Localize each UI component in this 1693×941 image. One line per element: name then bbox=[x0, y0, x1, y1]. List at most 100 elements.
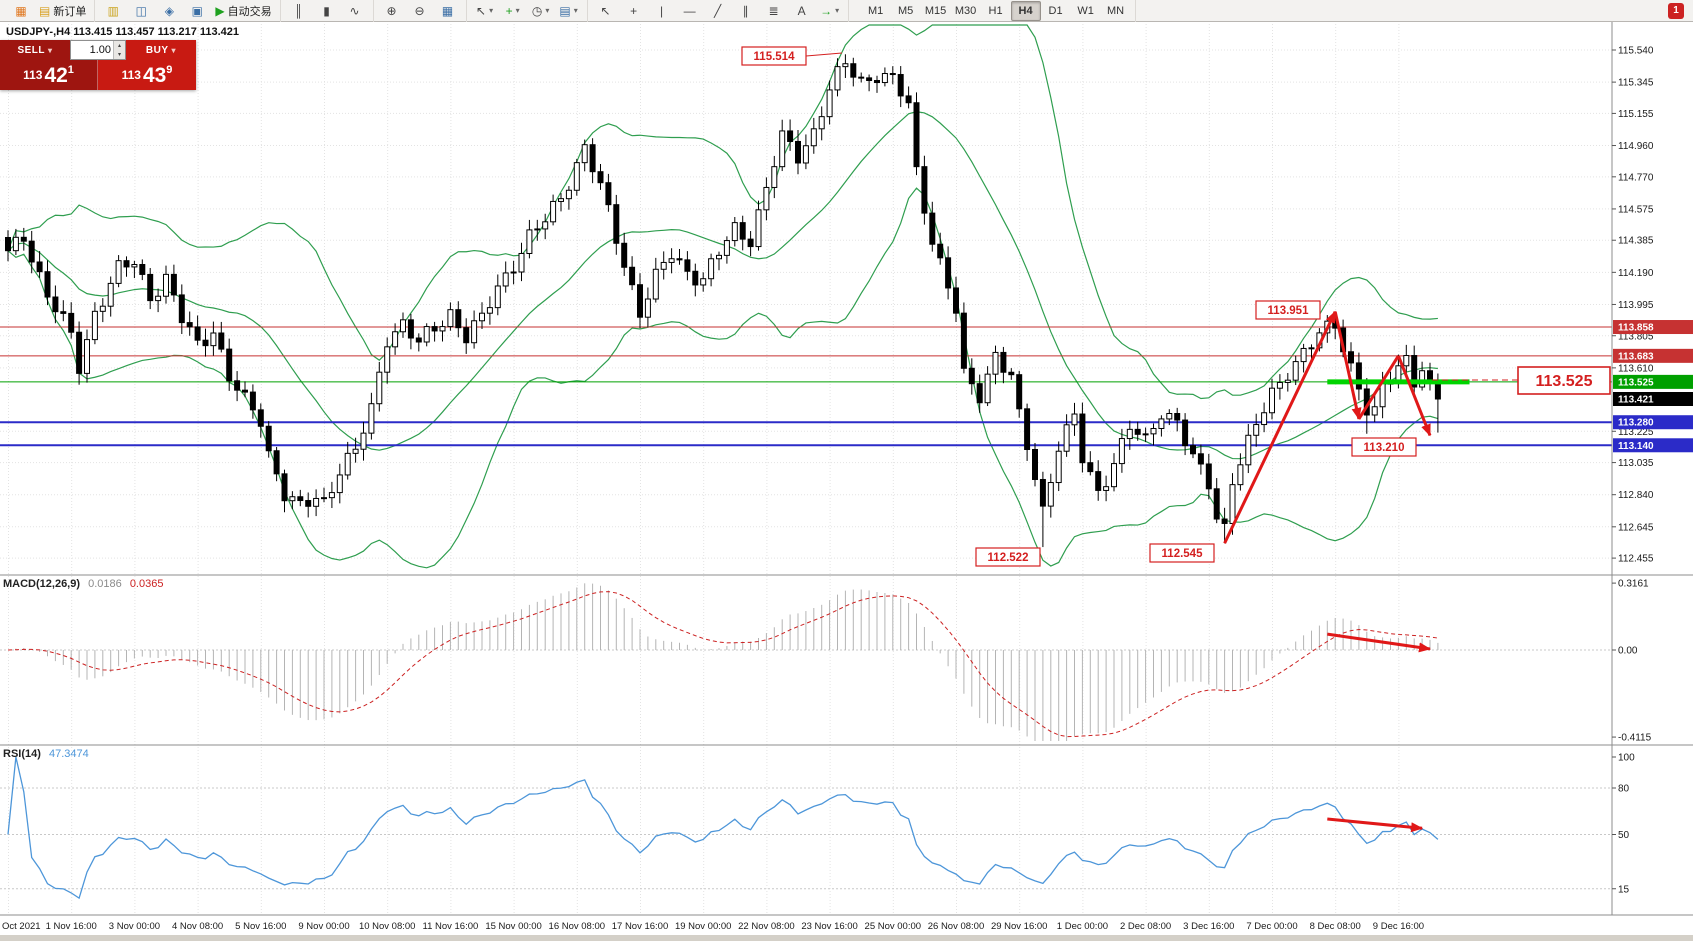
timeframe-m30-button[interactable]: M30 bbox=[954, 4, 977, 17]
pointer-button[interactable]: ↖ bbox=[592, 1, 620, 21]
candle bbox=[1308, 344, 1315, 359]
chart-window-button[interactable]: ▦ bbox=[7, 1, 35, 21]
candle bbox=[1087, 451, 1094, 476]
buy-options-caret-icon[interactable]: ▾ bbox=[171, 45, 177, 55]
price-callout[interactable]: 113.951 bbox=[1255, 300, 1321, 320]
chevron-down-icon[interactable]: ▾ bbox=[515, 6, 520, 15]
volume-up-icon[interactable]: ▴ bbox=[117, 42, 121, 49]
templates-button[interactable]: ▤ ▾ bbox=[555, 1, 583, 21]
buy-button[interactable]: BUY ▾ bbox=[126, 40, 196, 60]
tile-windows-button[interactable]: ▦ bbox=[434, 1, 462, 21]
text-button[interactable]: A bbox=[788, 1, 816, 21]
candle bbox=[621, 232, 628, 276]
terminal-button[interactable]: ▣ bbox=[183, 1, 211, 21]
candle bbox=[107, 276, 114, 317]
bar-chart-button[interactable]: ║ bbox=[285, 1, 313, 21]
candle bbox=[336, 463, 343, 504]
price-level-badge-text: 113.683 bbox=[1618, 351, 1654, 362]
zoom-in-button[interactable]: ⊕ bbox=[378, 1, 406, 21]
price-callout[interactable]: 113.210 bbox=[1351, 437, 1417, 457]
trend-arrow[interactable] bbox=[1357, 355, 1400, 420]
cursor-mode-button[interactable]: ↖ ▾ bbox=[471, 1, 499, 21]
autotrading-button[interactable]: ▶ 自动交易 bbox=[211, 1, 275, 21]
macd-trend-arrow[interactable] bbox=[1327, 632, 1431, 653]
horizontal-line-button[interactable]: — bbox=[676, 1, 704, 21]
price-callout[interactable]: 115.514 bbox=[741, 46, 843, 66]
market-watch-button[interactable]: ▥ bbox=[99, 1, 127, 21]
chevron-down-icon[interactable]: ▾ bbox=[489, 6, 494, 15]
price-tick-label: 114.190 bbox=[1618, 268, 1654, 279]
trend-arrow[interactable] bbox=[1223, 310, 1337, 544]
vertical-line-button[interactable]: | bbox=[648, 1, 676, 21]
rsi-name: RSI(14) bbox=[3, 748, 41, 760]
candle bbox=[1174, 407, 1181, 432]
zoom-out-button[interactable]: ⊖ bbox=[406, 1, 434, 21]
rsi-line bbox=[7, 756, 1439, 900]
market-watch-icon: ▥ bbox=[107, 3, 120, 18]
volume-value[interactable]: 1.00 bbox=[89, 44, 111, 56]
timeframe-d1-button[interactable]: D1 bbox=[1048, 4, 1063, 17]
sell-button[interactable]: SELL ▾ bbox=[0, 40, 70, 60]
candlestick-chart-button[interactable]: ▮ bbox=[313, 1, 341, 21]
alerts-icon[interactable]: 1 bbox=[1668, 2, 1684, 19]
channel-button[interactable]: ∥ bbox=[732, 1, 760, 21]
new-order-button[interactable]: ▤ 新订单 bbox=[35, 1, 90, 21]
autotrading-play-icon: ▶ bbox=[215, 3, 225, 18]
trend-arrow[interactable] bbox=[1397, 355, 1432, 437]
data-window-button[interactable]: ◫ bbox=[127, 1, 155, 21]
trendline-button[interactable]: ╱ bbox=[704, 1, 732, 21]
volume-spinner[interactable]: ▴ ▾ bbox=[113, 41, 125, 59]
date-tick-label: 11 Nov 16:00 bbox=[422, 921, 478, 932]
chevron-down-icon[interactable]: ▾ bbox=[573, 6, 578, 15]
candle bbox=[249, 384, 256, 419]
timeframe-h1-button[interactable]: H1 bbox=[988, 4, 1003, 17]
timeframe-h4-button[interactable]: H4 bbox=[1010, 0, 1041, 21]
buy-price-button[interactable]: 113 43 9 bbox=[98, 60, 196, 90]
timeframe-mn-button[interactable]: MN bbox=[1107, 4, 1125, 17]
fibonacci-button[interactable]: ≣ bbox=[760, 1, 788, 21]
bar-chart-icon: ║ bbox=[294, 3, 303, 18]
timeframe-m15-button[interactable]: M15 bbox=[924, 4, 947, 17]
trend-arrow[interactable] bbox=[1333, 311, 1362, 420]
new-order-icon: ▤ bbox=[39, 3, 51, 18]
timeframe-m5-button[interactable]: M5 bbox=[897, 4, 914, 17]
sell-options-caret-icon[interactable]: ▾ bbox=[48, 45, 53, 55]
navigator-button[interactable]: ◈ bbox=[155, 1, 183, 21]
main-toolbar: ▦ ▤ 新订单 ▥ ◫ ◈ ▣ ▶ 自动交易 ║ ▮ ∿ ⊕ ⊖ ▦ ↖ ▾ + ▾ ◷ ▾ ▤ ▾ ↖ + | — ╱ ∥ ≣ A → ▾ M1… bbox=[0, 0, 1693, 22]
indicators-button[interactable]: + ▾ bbox=[499, 1, 527, 21]
chevron-down-icon[interactable]: ▾ bbox=[835, 6, 840, 15]
timeframe-w1-button[interactable]: W1 bbox=[1077, 4, 1094, 17]
candle bbox=[297, 489, 304, 507]
candle bbox=[565, 186, 572, 210]
volume-input[interactable]: 1.00 ▴ ▾ bbox=[70, 40, 126, 60]
arrows-button[interactable]: → ▾ bbox=[816, 1, 844, 21]
candle bbox=[945, 246, 952, 300]
chevron-down-icon[interactable]: ▾ bbox=[545, 6, 550, 15]
candle bbox=[328, 481, 335, 509]
periods-button[interactable]: ◷ ▾ bbox=[527, 1, 555, 21]
price-callout[interactable]: 112.545 bbox=[1149, 543, 1215, 563]
navigator-icon: ◈ bbox=[164, 3, 174, 18]
candle bbox=[226, 338, 233, 391]
volume-down-icon[interactable]: ▾ bbox=[117, 51, 121, 58]
candle bbox=[5, 230, 11, 262]
timeframe-m1-button[interactable]: M1 bbox=[867, 4, 884, 17]
sell-price-button[interactable]: 113 42 1 bbox=[0, 60, 98, 90]
candle bbox=[881, 67, 888, 87]
zoom-out-icon: ⊖ bbox=[414, 3, 425, 18]
crosshair-button[interactable]: + bbox=[620, 1, 648, 21]
date-tick-label: 26 Nov 08:00 bbox=[928, 921, 985, 932]
candle bbox=[652, 257, 659, 303]
time-axis: Oct 2021 1 Nov 16:00 3 Nov 00:00 4 Nov 08:0… bbox=[2, 921, 1424, 932]
date-tick-label: 8 Dec 08:00 bbox=[1310, 921, 1361, 932]
price-callout[interactable]: 113.525 bbox=[1432, 366, 1612, 395]
line-chart-button[interactable]: ∿ bbox=[341, 1, 369, 21]
date-tick-label: Oct 2021 bbox=[2, 921, 41, 932]
rsi-trend-arrow[interactable] bbox=[1327, 817, 1424, 833]
candle bbox=[1047, 473, 1054, 518]
date-tick-label: 25 Nov 00:00 bbox=[865, 921, 922, 932]
candle bbox=[273, 446, 280, 482]
price-callout[interactable]: 112.522 bbox=[975, 547, 1041, 567]
candle bbox=[84, 329, 90, 383]
candle bbox=[194, 315, 201, 346]
